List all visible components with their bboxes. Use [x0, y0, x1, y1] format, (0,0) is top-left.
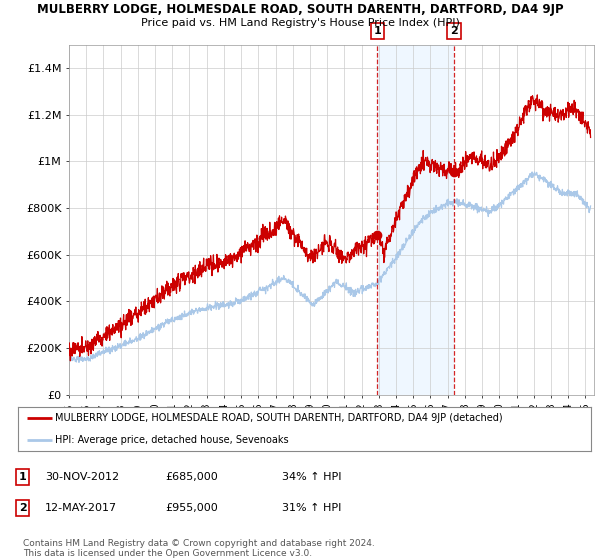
Text: £955,000: £955,000: [165, 503, 218, 513]
Text: 1: 1: [374, 26, 381, 36]
Text: £685,000: £685,000: [165, 472, 218, 482]
Text: Price paid vs. HM Land Registry's House Price Index (HPI): Price paid vs. HM Land Registry's House …: [140, 18, 460, 28]
Text: MULBERRY LODGE, HOLMESDALE ROAD, SOUTH DARENTH, DARTFORD, DA4 9JP: MULBERRY LODGE, HOLMESDALE ROAD, SOUTH D…: [37, 3, 563, 16]
Text: 30-NOV-2012: 30-NOV-2012: [45, 472, 119, 482]
Text: 2: 2: [450, 26, 458, 36]
Text: Contains HM Land Registry data © Crown copyright and database right 2024.
This d: Contains HM Land Registry data © Crown c…: [23, 539, 374, 558]
Text: MULBERRY LODGE, HOLMESDALE ROAD, SOUTH DARENTH, DARTFORD, DA4 9JP (detached): MULBERRY LODGE, HOLMESDALE ROAD, SOUTH D…: [55, 413, 503, 423]
Bar: [377, 45, 454, 395]
Text: 2: 2: [19, 503, 26, 513]
Text: 1: 1: [19, 472, 26, 482]
Text: 34% ↑ HPI: 34% ↑ HPI: [282, 472, 341, 482]
Text: 31% ↑ HPI: 31% ↑ HPI: [282, 503, 341, 513]
Text: 12-MAY-2017: 12-MAY-2017: [45, 503, 117, 513]
Text: HPI: Average price, detached house, Sevenoaks: HPI: Average price, detached house, Seve…: [55, 435, 289, 445]
